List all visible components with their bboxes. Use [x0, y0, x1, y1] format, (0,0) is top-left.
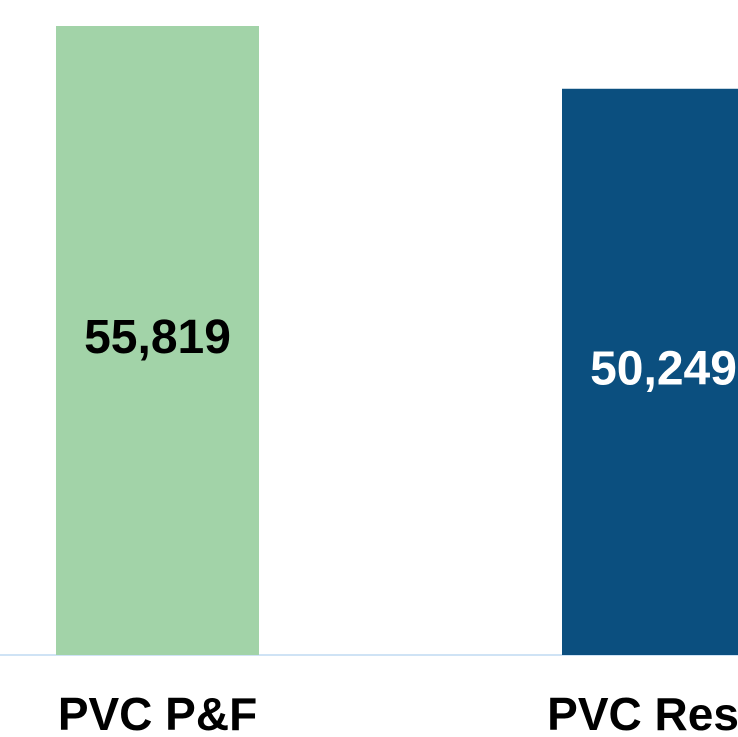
value-label: 55,819: [84, 311, 231, 364]
value-label: 50,249: [590, 343, 737, 396]
bar: [56, 26, 259, 655]
x-tick-label: PVC P&F: [58, 688, 257, 737]
bar: [562, 88, 738, 655]
x-tick-label: PVC Resin: [547, 688, 738, 737]
